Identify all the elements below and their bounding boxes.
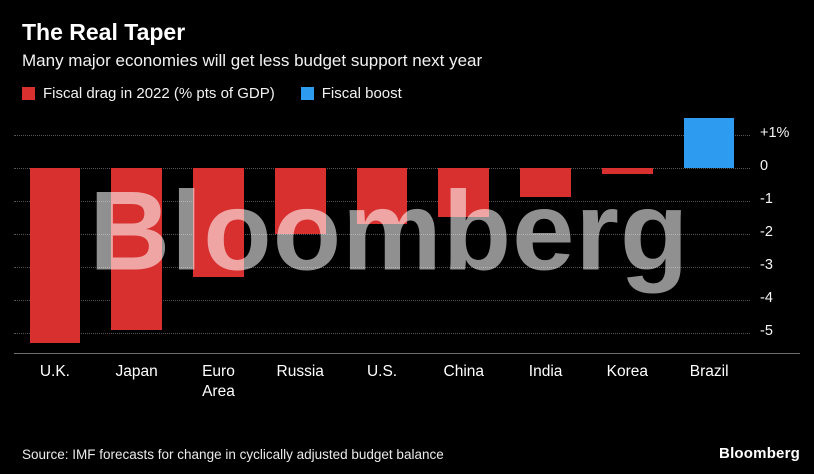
x-axis-category: Japan: [96, 362, 178, 402]
bar-india: [520, 167, 571, 198]
chart-header: The Real Taper Many major economies will…: [0, 0, 814, 102]
legend-label-fiscal-boost: Fiscal boost: [321, 84, 402, 102]
y-tick-label: -5: [760, 322, 773, 339]
source-note: Source: IMF forecasts for change in cycl…: [22, 447, 444, 462]
x-axis-label: China: [443, 362, 485, 380]
chart-footer: Source: IMF forecasts for change in cycl…: [22, 445, 800, 462]
bar-russia: [274, 167, 326, 234]
bar-euro-area: [193, 167, 244, 277]
x-axis-category: India: [505, 362, 587, 402]
chart-region: Bloomberg +1% 0 -1 -2 -3 -4 -5 U.K. Japan Euro A…: [14, 115, 800, 402]
bar-china: [438, 167, 490, 218]
chart-title: The Real Taper: [22, 19, 186, 45]
legend-item-fiscal-boost: Fiscal boost: [300, 84, 402, 102]
x-axis-label: U.K.: [39, 362, 70, 380]
chart-subtitle: Many major economies will get less budge…: [22, 51, 483, 71]
y-tick-label: 0: [760, 157, 769, 174]
gridline: [14, 134, 750, 136]
bar-u-s: [356, 167, 408, 224]
x-axis-category: Euro Area: [178, 362, 260, 402]
legend-label-fiscal-drag: Fiscal drag in 2022 (% pts of GDP): [43, 84, 275, 102]
chart-legend: Fiscal drag in 2022 (% pts of GDP) Fisca…: [22, 85, 792, 102]
x-axis-label: Korea: [606, 362, 649, 380]
gridline: [14, 233, 750, 235]
y-tick-label: -3: [760, 256, 773, 273]
x-axis-category: U.S.: [341, 362, 423, 402]
plot-row: Bloomberg +1% 0 -1 -2 -3 -4 -5: [14, 115, 800, 353]
y-tick-label: +1%: [760, 124, 790, 141]
bloomberg-logo: Bloomberg: [719, 445, 800, 462]
bar-korea: [601, 167, 653, 175]
plot-area: Bloomberg: [14, 115, 750, 353]
x-axis-label: Brazil: [689, 362, 729, 380]
legend-item-fiscal-drag: Fiscal drag in 2022 (% pts of GDP): [22, 85, 275, 102]
bar-u-k: [29, 167, 81, 343]
bar-brazil: [683, 117, 735, 168]
y-tick-label: -1: [760, 190, 773, 207]
red-swatch-icon: [22, 86, 35, 100]
x-axis-category: Korea: [586, 362, 668, 402]
y-tick-label: -4: [760, 289, 773, 306]
y-axis-labels: +1% 0 -1 -2 -3 -4 -5: [750, 115, 800, 353]
x-axis-label: U.S.: [366, 362, 398, 380]
gridline: [14, 299, 750, 301]
x-axis-label: Euro Area: [202, 362, 235, 400]
y-tick-label: -2: [760, 223, 773, 240]
x-axis-category: Russia: [259, 362, 341, 402]
x-axis-label: India: [528, 362, 563, 380]
x-axis-line: [14, 352, 800, 354]
x-axis-labels: U.K. Japan Euro Area Russia U.S. China India Ko…: [14, 354, 750, 402]
x-axis-category: U.K.: [14, 362, 96, 402]
x-axis-label: Russia: [276, 362, 324, 380]
bar-japan: [111, 167, 162, 330]
x-axis-label: Japan: [115, 362, 158, 380]
x-axis-category: China: [423, 362, 505, 402]
gridline: [14, 266, 750, 268]
gridline: [14, 332, 750, 334]
blue-swatch-icon: [300, 86, 314, 100]
x-axis-category: Brazil: [668, 362, 750, 402]
